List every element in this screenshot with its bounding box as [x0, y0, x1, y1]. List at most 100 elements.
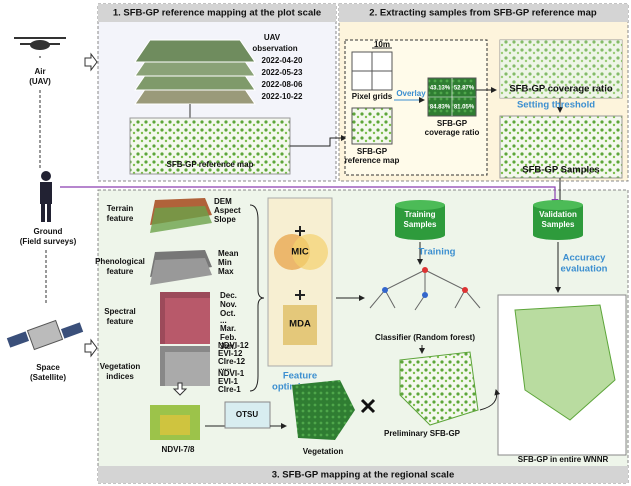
shape [98, 466, 628, 483]
date: 2022-05-23 [262, 68, 303, 77]
map-label: SFB-GP reference map [167, 160, 254, 169]
shape [6, 331, 30, 348]
date: 2022-10-22 [262, 92, 303, 101]
method-label: MDA [289, 319, 311, 330]
feature-item: Mar. [220, 324, 236, 333]
source-label: Ground [34, 227, 63, 236]
shape [41, 171, 51, 181]
shape [249, 204, 265, 392]
link [60, 186, 559, 207]
shape [47, 204, 51, 222]
feature-item: EVI-12 [218, 349, 243, 358]
feature-item: Jan. [220, 342, 236, 351]
feature-label: feature [107, 317, 134, 326]
sample-extraction [344, 39, 623, 179]
feature-label: Vegetation [100, 362, 141, 371]
label: Preliminary SFB-GP [384, 429, 461, 438]
step-label: Training [419, 247, 456, 258]
shape [422, 292, 428, 298]
shape [360, 398, 376, 414]
source-label: (UAV) [29, 77, 51, 86]
shape [499, 115, 623, 179]
feature-item: Oct. [220, 309, 236, 318]
feature-item: ... [220, 316, 227, 325]
shape [172, 382, 188, 396]
uav-label: UAV [264, 33, 281, 42]
shape [292, 234, 328, 270]
step-label: evaluation [561, 264, 608, 275]
shape [339, 4, 628, 22]
feature-item: NDVI-12 [218, 341, 249, 350]
feature-item: EVI-1 [218, 377, 239, 386]
shape [165, 352, 210, 386]
label: reference map [345, 156, 400, 165]
feature-label: Phenological [95, 257, 145, 266]
shape [283, 305, 317, 345]
scale-label: 10m [374, 40, 390, 49]
shape [41, 204, 45, 222]
panel-title: 2. Extracting samples from SFB-GP refere… [369, 8, 597, 19]
shape [60, 322, 84, 339]
feature-label: Terrain [107, 204, 134, 213]
feature-item: NDVI-1 [218, 369, 245, 378]
shape [290, 135, 347, 147]
feature-item: Feb. [220, 333, 236, 342]
shape [351, 107, 393, 145]
shape [479, 389, 501, 411]
shape [533, 230, 583, 240]
feature-item: DEM [214, 197, 232, 206]
db-label: Validation [539, 210, 577, 219]
uav-label: observation [252, 44, 297, 53]
feature-item: Max [218, 267, 234, 276]
feature-item: Aspect [214, 206, 241, 215]
shape [295, 226, 305, 300]
ratio: 81.05% [454, 105, 475, 111]
shape [150, 206, 212, 233]
shape [395, 230, 445, 240]
shape [224, 401, 271, 429]
shape [462, 287, 468, 293]
shape [84, 338, 98, 358]
source-label: Air [34, 67, 45, 76]
source-label: (Satellite) [30, 373, 66, 382]
shape [428, 78, 476, 116]
feature-item: Slope [214, 215, 236, 224]
feature-item: Dec. [220, 291, 237, 300]
shape [292, 380, 355, 440]
shape [395, 200, 445, 210]
shape [150, 258, 212, 285]
db-label: Training [404, 210, 435, 219]
shape [160, 415, 190, 435]
method-label: MIC [291, 247, 309, 258]
shape [514, 304, 616, 421]
label: Pixel grids [352, 92, 393, 101]
label: OTSU [236, 410, 258, 419]
db-label: Samples [542, 220, 575, 229]
shape [500, 40, 622, 98]
shape [26, 319, 64, 351]
label: coverage ratio [425, 128, 480, 137]
feature-item: ...... [218, 363, 231, 372]
shape [134, 39, 256, 63]
feature-item: Nov. [220, 300, 237, 309]
feature-label: indices [106, 372, 134, 381]
ratio: 84.83% [430, 105, 451, 111]
label: Vegetation [303, 447, 344, 456]
step-label: Accuracy [563, 253, 606, 264]
step-label: Feature [283, 371, 317, 382]
shape [382, 287, 388, 293]
shape [40, 182, 52, 204]
shape [84, 52, 98, 72]
date: 2022-08-06 [262, 80, 303, 89]
feature-stacks [150, 197, 365, 392]
label: Classifier (Random forest) [375, 333, 475, 342]
panel-title: 3. SFB-GP mapping at the regional scale [272, 470, 454, 481]
feature-item: CIre-12 [218, 357, 246, 366]
shape [165, 298, 210, 344]
shape [533, 200, 583, 210]
feature-label: feature [107, 267, 134, 276]
feature-item: Mean [218, 249, 239, 258]
source-icons [6, 37, 98, 358]
shape [399, 351, 479, 426]
panel-title: 1. SFB-GP reference mapping at the plot … [113, 8, 321, 19]
